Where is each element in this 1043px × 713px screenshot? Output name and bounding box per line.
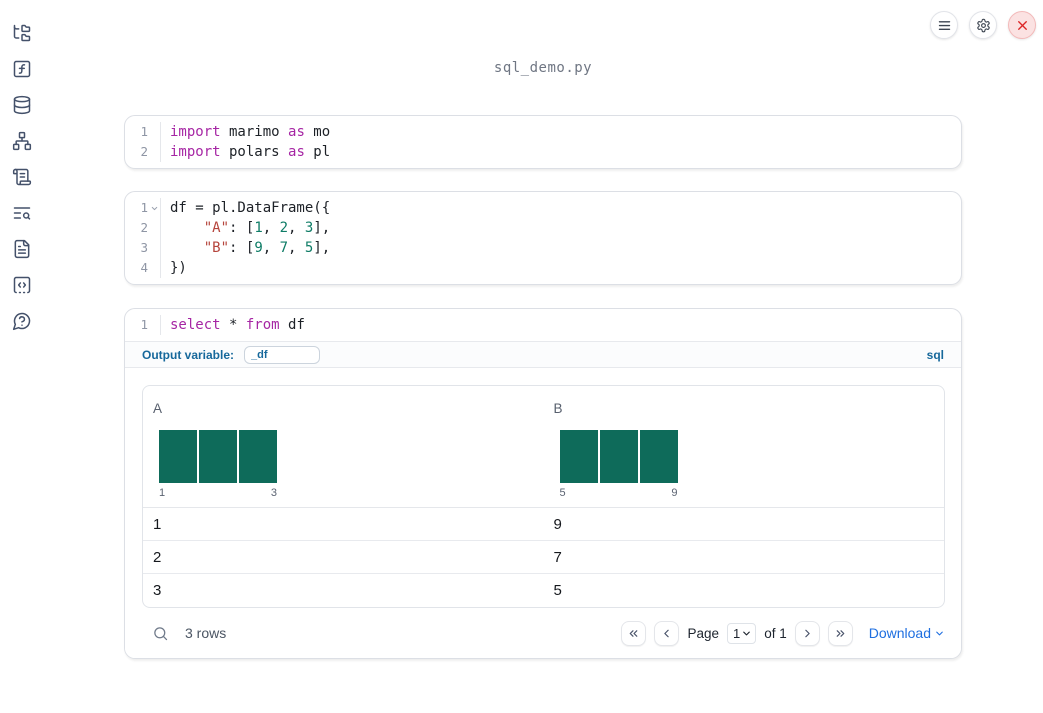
column-name[interactable]: A (153, 401, 163, 416)
scroll-icon[interactable] (12, 167, 32, 187)
helper-sidebar (0, 0, 44, 713)
hist-tick-max: 3 (270, 487, 277, 499)
menu-button[interactable] (930, 11, 958, 39)
table-row[interactable]: 1 9 (143, 508, 944, 541)
prev-page-button[interactable] (654, 620, 680, 646)
cell-output: A 1 3 (125, 368, 961, 658)
function-square-icon[interactable] (12, 59, 32, 79)
column-header-b: B 5 9 (544, 396, 945, 499)
text-search-icon[interactable] (12, 203, 32, 223)
code-line[interactable]: 2 "A": [1, 2, 3], (125, 218, 961, 238)
code-line[interactable]: 1 df = pl.DataFrame({ (125, 198, 961, 218)
code-text[interactable]: }) (160, 258, 187, 278)
column-name[interactable]: B (553, 401, 563, 416)
table-row[interactable]: 2 7 (143, 541, 944, 574)
download-label: Download (868, 625, 931, 641)
file-tree-icon[interactable] (12, 23, 32, 43)
line-number: 2 (140, 220, 148, 235)
database-icon[interactable] (12, 95, 32, 115)
code-cell-imports: 1 import marimo as mo 2 import polars as… (124, 115, 962, 169)
search-icon[interactable] (152, 625, 169, 642)
line-number: 2 (140, 144, 148, 159)
sql-cell: 1 select * from df Output variable: sql … (124, 308, 962, 659)
hist-tick-min: 1 (159, 487, 166, 499)
row-count: 3 rows (185, 625, 227, 641)
sql-editor[interactable]: 1 select * from df (125, 309, 961, 341)
output-variable-input[interactable] (244, 345, 321, 364)
code-text[interactable]: import marimo as mo (160, 122, 330, 142)
code-line[interactable]: 1 select * from df (125, 315, 961, 335)
notebook: sql_demo.py 1 import marimo as mo 2 impo… (124, 0, 962, 659)
line-number: 4 (140, 260, 148, 275)
code-line[interactable]: 2 import polars as pl (125, 142, 961, 162)
last-page-button[interactable] (827, 620, 853, 646)
code-text[interactable]: df = pl.DataFrame({ (160, 198, 330, 218)
notebook-actions (930, 11, 1036, 39)
table-row[interactable]: 3 5 (143, 574, 944, 607)
histogram-bar (199, 430, 237, 483)
column-histogram: 1 3 (159, 430, 277, 499)
code-line[interactable]: 4 }) (125, 258, 961, 278)
settings-button[interactable] (969, 11, 997, 39)
language-badge: sql (926, 347, 944, 362)
dataframe-table: A 1 3 (142, 385, 945, 608)
document-icon[interactable] (12, 239, 32, 259)
line-number: 1 (140, 200, 148, 215)
notebook-filename[interactable]: sql_demo.py (493, 60, 593, 76)
code-text[interactable]: select * from df (160, 315, 305, 335)
chevron-right-icon (805, 629, 810, 637)
code-text[interactable]: import polars as pl (160, 142, 330, 162)
code-line[interactable]: 3 "B": [9, 7, 5], (125, 238, 961, 258)
cell-value: 2 (153, 548, 162, 566)
histogram-bar (159, 430, 197, 483)
gear-icon (976, 18, 990, 32)
code-text[interactable]: "A": [1, 2, 3], (160, 218, 330, 238)
code-editor[interactable]: 1 df = pl.DataFrame({ 2 "A": [1, 2, 3], … (125, 192, 961, 284)
histogram-bar (639, 430, 678, 483)
line-number: 3 (140, 240, 148, 255)
table-footer: 3 rows Page 1 of 1 (142, 608, 945, 658)
shutdown-button[interactable] (1008, 11, 1036, 39)
next-page-button[interactable] (794, 620, 820, 646)
chevron-down-icon (743, 631, 751, 635)
code-line[interactable]: 1 import marimo as mo (125, 122, 961, 142)
chevrons-right-icon (836, 629, 845, 637)
output-variable-label: Output variable: (142, 347, 235, 362)
page-select-value: 1 (732, 625, 741, 641)
cell-value: 7 (553, 548, 562, 566)
cell-value: 1 (153, 515, 162, 533)
page-select[interactable]: 1 (726, 622, 757, 644)
cell-value: 3 (153, 582, 162, 599)
close-icon (1017, 20, 1027, 30)
page-label: Page (687, 625, 719, 641)
snippets-icon[interactable] (12, 275, 32, 295)
cell-value: 9 (553, 515, 562, 533)
hist-tick-max: 9 (671, 487, 678, 499)
table-header: A 1 3 (143, 386, 944, 508)
histogram-bar (599, 430, 638, 483)
code-text[interactable]: "B": [9, 7, 5], (160, 238, 330, 258)
column-header-a: A 1 3 (143, 396, 544, 499)
fold-chevron-icon[interactable] (148, 198, 160, 218)
histogram-bar (559, 430, 598, 483)
dependency-graph-icon[interactable] (12, 131, 32, 151)
line-number: 1 (140, 124, 148, 139)
code-cell-dataframe: 1 df = pl.DataFrame({ 2 "A": [1, 2, 3], … (124, 191, 962, 285)
column-histogram: 5 9 (559, 430, 678, 499)
first-page-button[interactable] (621, 620, 647, 646)
histogram-bar (239, 430, 277, 483)
help-chat-icon[interactable] (12, 311, 32, 331)
line-number: 1 (140, 317, 148, 332)
chevron-down-icon (936, 631, 943, 635)
chevrons-left-icon (630, 629, 638, 637)
download-button[interactable]: Download (869, 625, 945, 641)
hamburger-icon (938, 20, 950, 30)
page-total-label: of 1 (764, 625, 787, 641)
hist-tick-min: 5 (559, 487, 566, 499)
pagination: Page 1 of 1 Download (621, 620, 945, 646)
cell-value: 5 (553, 582, 562, 599)
chevron-left-icon (664, 629, 670, 637)
sql-cell-footer: Output variable: sql (125, 341, 961, 368)
code-editor[interactable]: 1 import marimo as mo 2 import polars as… (125, 116, 961, 168)
